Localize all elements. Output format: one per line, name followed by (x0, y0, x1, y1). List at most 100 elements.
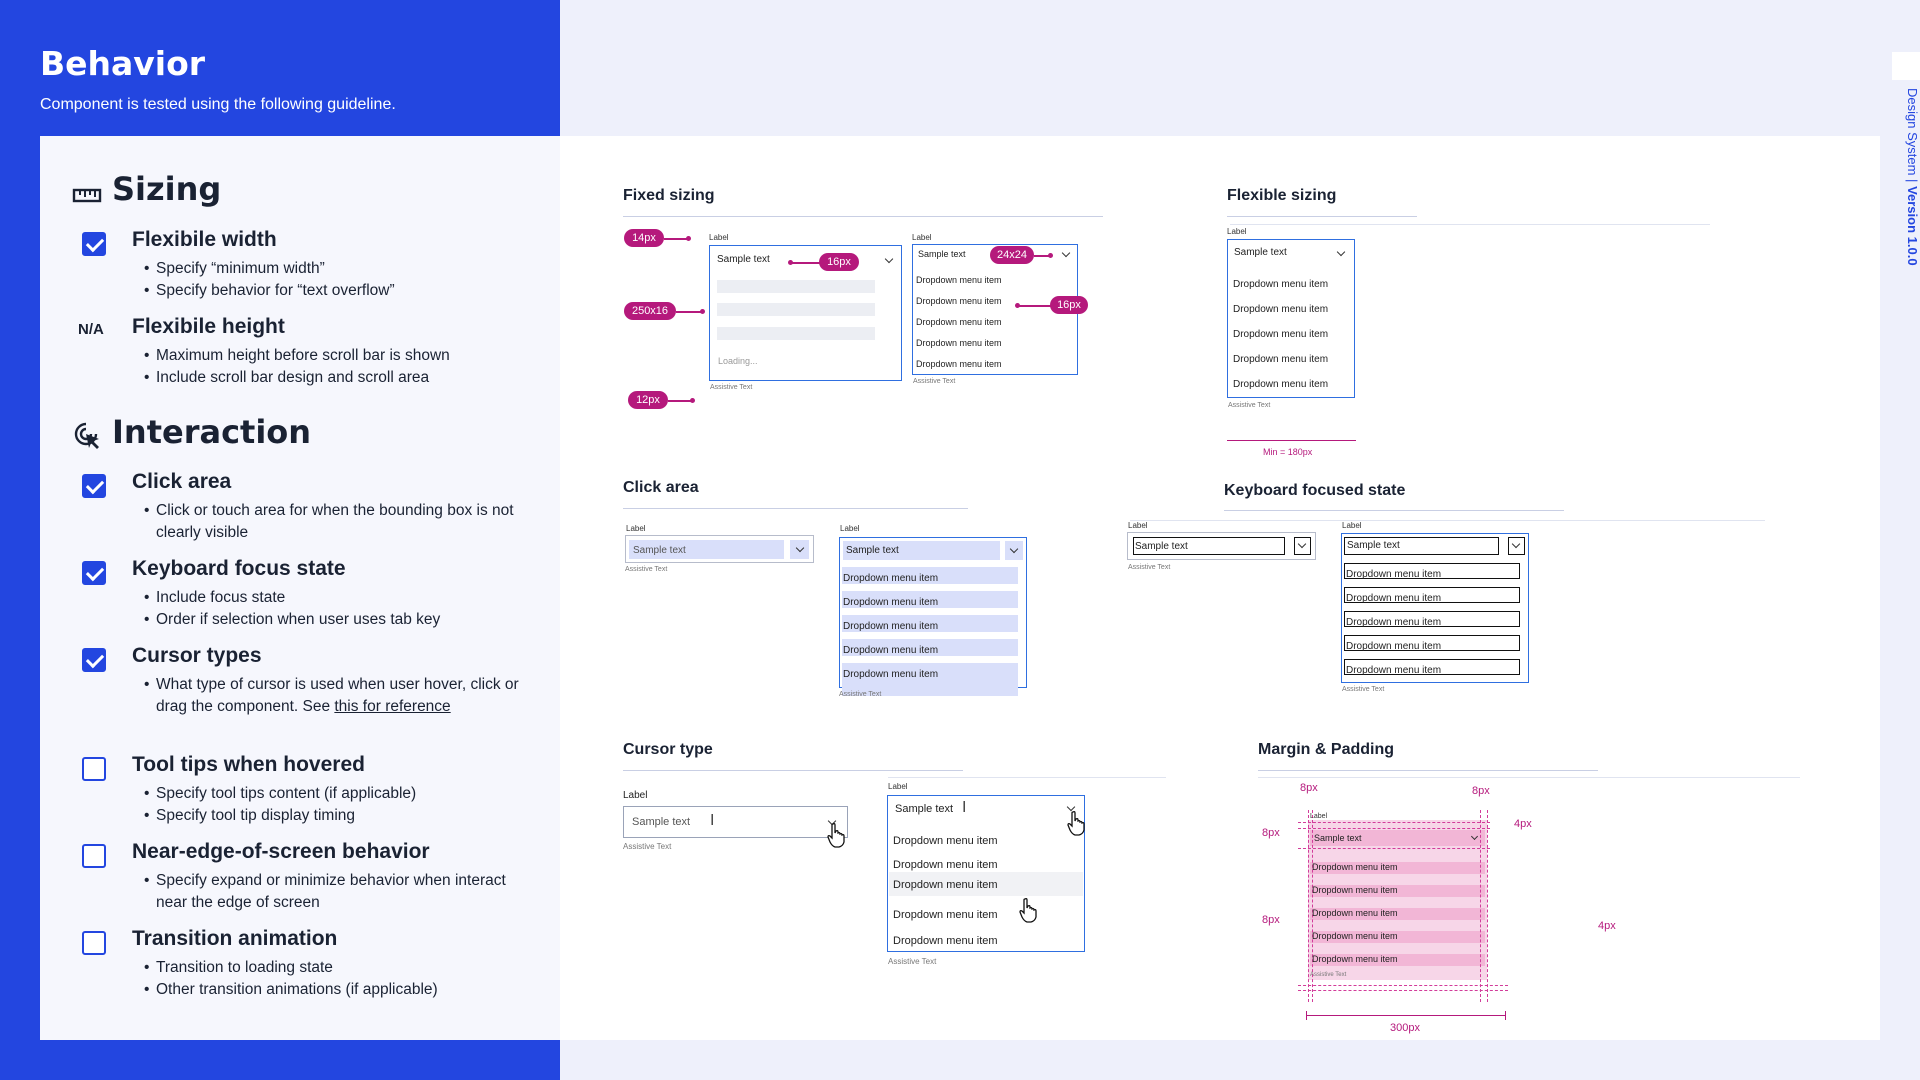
item-title: Keyboard focus state (132, 557, 346, 580)
padding-annotation: 4px (1514, 818, 1532, 830)
unchecked-checkbox[interactable] (82, 757, 106, 781)
dropdown-focused-open[interactable] (1341, 533, 1529, 683)
annotation-pill: 16px (1050, 296, 1088, 314)
assistive-text: Assistive Text (1228, 402, 1271, 409)
item-bullets: Click or touch area for when the boundin… (144, 500, 536, 544)
annotation-pill: 16px (819, 253, 859, 271)
menu-item[interactable]: Dropdown menu item (893, 859, 998, 871)
padding-annotation: 8px (1262, 914, 1280, 926)
field-value: Sample text (1347, 540, 1400, 551)
unchecked-checkbox[interactable] (82, 844, 106, 868)
annotation-pill: 14px (624, 229, 664, 247)
unchecked-checkbox[interactable] (82, 931, 106, 955)
menu-item[interactable]: Dropdown menu item (1233, 279, 1329, 290)
item-bullets: What type of cursor is used when user ho… (144, 674, 536, 718)
dropdown-hover[interactable] (623, 806, 848, 838)
keyboard-focus-heading: Keyboard focused state (1224, 482, 1406, 499)
annotation-pill: 12px (628, 391, 668, 409)
menu-item[interactable]: Dropdown menu item (843, 597, 939, 608)
item-title: Transition animation (132, 927, 338, 950)
assistive-text: Assistive Text (1342, 686, 1385, 693)
assistive-text: Assistive Text (625, 566, 668, 573)
field-label: Label (623, 790, 648, 801)
menu-item[interactable]: Dropdown menu item (1233, 304, 1329, 315)
fixed-sizing-heading: Fixed sizing (623, 187, 715, 204)
text-cursor-icon: I (962, 799, 967, 816)
hand-cursor-icon (1019, 898, 1037, 923)
menu-item[interactable]: Dropdown menu item (843, 669, 939, 680)
field-label: Label (709, 233, 729, 242)
menu-item[interactable]: Dropdown menu item (1233, 329, 1329, 340)
field-value: Sample text (1314, 833, 1362, 843)
flexible-sizing-heading: Flexible sizing (1227, 187, 1337, 204)
min-width-annotation: Min = 180px (1263, 447, 1313, 457)
menu-item[interactable]: Dropdown menu item (916, 338, 1002, 348)
menu-item[interactable]: Dropdown menu item (843, 645, 939, 656)
menu-item[interactable]: Dropdown menu item (843, 573, 939, 584)
menu-item[interactable]: Dropdown menu item (1346, 641, 1442, 652)
menu-item[interactable]: Dropdown menu item (1312, 931, 1398, 941)
field-value: Sample text (846, 545, 899, 556)
field-label: Label (840, 524, 860, 533)
checked-checkbox[interactable] (82, 561, 106, 585)
menu-item[interactable]: Dropdown menu item (1312, 862, 1398, 872)
menu-item[interactable]: Dropdown menu item (893, 835, 998, 847)
version-label: Design System | Version 1.0.0 (1905, 88, 1920, 266)
menu-item[interactable]: Dropdown menu item (843, 621, 939, 632)
na-status: N/A (78, 321, 104, 338)
item-bullets: Transition to loading state Other transi… (144, 957, 536, 1001)
padding-annotation: 4px (1598, 920, 1616, 932)
menu-item[interactable]: Dropdown menu item (1312, 908, 1398, 918)
annotation-pill: 24x24 (990, 246, 1034, 264)
checked-checkbox[interactable] (82, 474, 106, 498)
menu-item[interactable]: Dropdown menu item (1312, 954, 1398, 964)
menu-item[interactable]: Dropdown menu item (893, 935, 998, 947)
cursor-type-heading: Cursor type (623, 741, 713, 758)
field-value: Sample text (717, 254, 770, 265)
menu-item[interactable]: Dropdown menu item (916, 359, 1002, 369)
field-label: Label (1128, 521, 1148, 530)
menu-item[interactable]: Dropdown menu item (1346, 593, 1442, 604)
annotation-pill: 250x16 (624, 302, 676, 320)
field-value: Sample text (1135, 541, 1188, 552)
page-subtitle: Component is tested using the following … (40, 96, 396, 113)
checked-checkbox[interactable] (82, 648, 106, 672)
page-title: Behavior (40, 44, 206, 83)
menu-item[interactable]: Dropdown menu item (1346, 665, 1442, 676)
item-bullets: Include focus state Order if selection w… (144, 587, 536, 631)
item-title: Click area (132, 470, 232, 493)
item-bullets: Specify “minimum width” Specify behavior… (144, 258, 536, 302)
field-label: Label (626, 524, 646, 533)
item-bullets: Specify expand or minimize behavior when… (144, 870, 536, 914)
menu-item[interactable]: Dropdown menu item (1346, 569, 1442, 580)
item-title: Tool tips when hovered (132, 753, 365, 776)
menu-item[interactable]: Dropdown menu item (916, 317, 1002, 327)
menu-item[interactable]: Dropdown menu item (916, 296, 1002, 306)
item-title: Cursor types (132, 644, 262, 667)
field-value: Sample text (918, 249, 966, 259)
item-title: Flexibile height (132, 315, 285, 338)
menu-item[interactable]: Dropdown menu item (1346, 617, 1442, 628)
side-tab (1892, 52, 1920, 80)
menu-item[interactable]: Dropdown menu item (916, 275, 1002, 285)
dropdown-flexible[interactable] (1227, 239, 1355, 398)
field-label: Label (912, 233, 932, 242)
menu-item[interactable]: Dropdown menu item (1233, 354, 1329, 365)
assistive-text: Assistive Text (710, 384, 753, 391)
reference-link[interactable]: this for reference (334, 698, 451, 715)
assistive-text: Assistive Text (839, 691, 882, 698)
field-label: Label (1310, 813, 1328, 820)
margin-annotation: 8px (1300, 782, 1318, 794)
hand-cursor-icon (827, 823, 845, 848)
menu-item[interactable]: Dropdown menu item (893, 909, 998, 921)
menu-item[interactable]: Dropdown menu item (1312, 885, 1398, 895)
menu-item-hovered[interactable]: Dropdown menu item (893, 879, 998, 891)
cursor-click-icon (74, 422, 99, 449)
assistive-text: Assistive Text (888, 957, 937, 966)
checked-checkbox[interactable] (82, 232, 106, 256)
dropdown-click-area-open[interactable] (839, 537, 1027, 688)
sizing-heading: Sizing (112, 170, 222, 208)
item-bullets: Maximum height before scroll bar is show… (144, 345, 536, 389)
ruler-icon (72, 188, 102, 203)
menu-item[interactable]: Dropdown menu item (1233, 379, 1329, 390)
